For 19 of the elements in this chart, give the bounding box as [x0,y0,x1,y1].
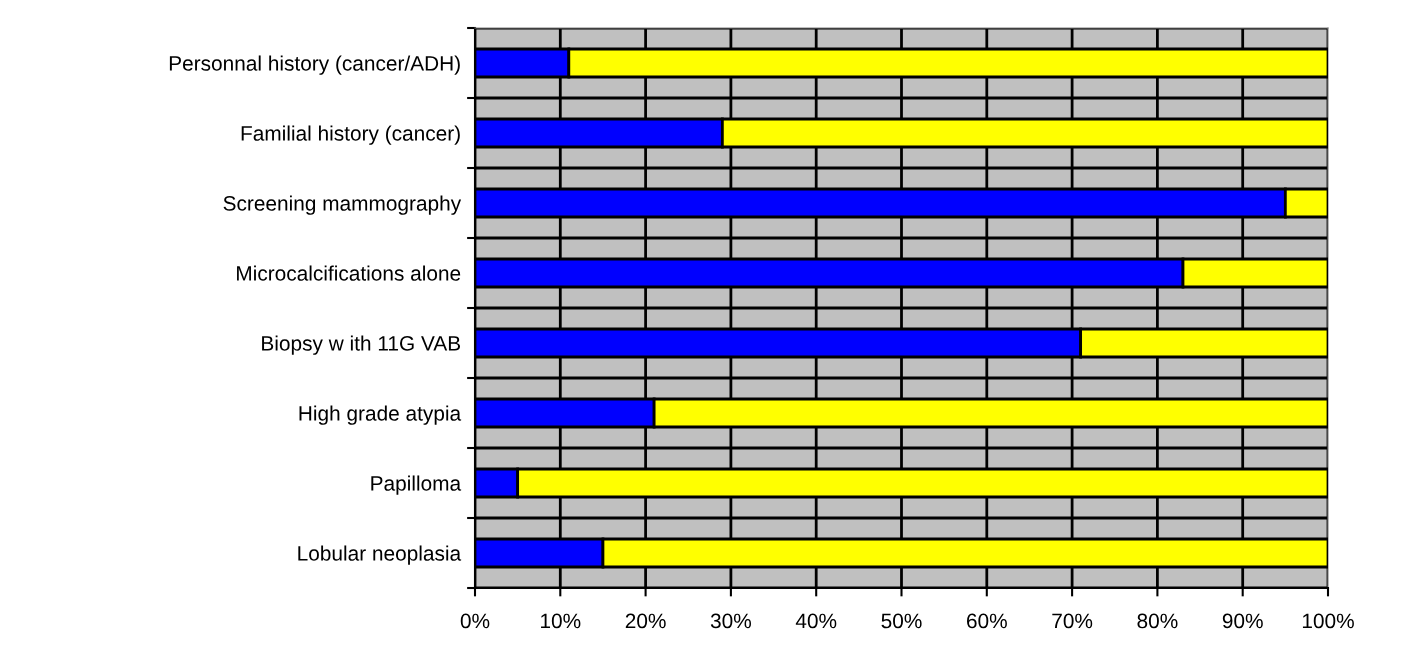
x-tick-label: 80% [1137,613,1178,629]
y-tick-label: Screening mammography [223,195,462,215]
y-tick-label: Papilloma [371,475,462,495]
x-tick-label: 60% [967,613,1007,629]
y-tick-label: High grade atypia [299,405,462,425]
y-tick-label: Biopsy w ith 11G VAB [262,335,461,355]
x-tick-label: 50% [881,613,922,629]
x-tick-label: 10% [541,613,581,629]
y-tick-label: Microcalcifications alone [237,265,461,281]
x-tick-label: 40% [795,613,837,629]
x-tick-label: 20% [625,613,666,629]
x-tick-label: 30% [710,613,752,629]
x-tick-label: 70% [1052,613,1093,629]
y-tick-label: Personnal history (cancer/ADH) [169,55,460,75]
x-tick-label: 100% [1302,613,1354,629]
y-tick-label: Familial history (cancer) [241,125,460,145]
x-tick-label: 90% [1222,613,1263,629]
x-tick-label: 0% [460,613,490,629]
y-tick-label: Lobular neoplasia [298,545,462,565]
